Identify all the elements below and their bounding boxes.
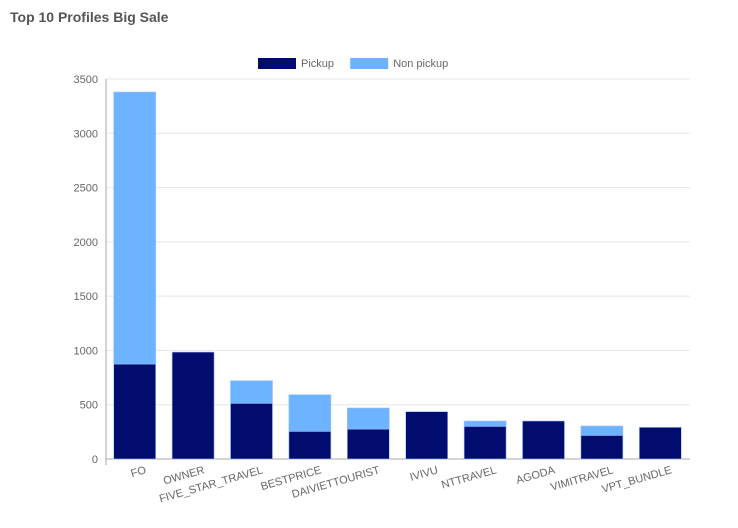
bar-non-pickup bbox=[346, 407, 390, 430]
bar-pickup bbox=[171, 351, 215, 460]
legend-swatch bbox=[350, 58, 389, 69]
legend-swatch bbox=[258, 58, 296, 69]
bar-non-pickup bbox=[230, 380, 273, 404]
x-tick-label: IVIVU bbox=[409, 464, 440, 483]
y-tick-label: 2000 bbox=[74, 237, 98, 249]
chart-title: Top 10 Profiles Big Sale bbox=[10, 9, 169, 25]
bar-non-pickup bbox=[580, 425, 624, 436]
bar-pickup bbox=[638, 426, 682, 460]
bar-non-pickup bbox=[463, 420, 507, 427]
bar-pickup bbox=[580, 435, 624, 460]
bar-pickup bbox=[405, 411, 449, 460]
y-tick-label: 500 bbox=[80, 400, 98, 412]
bar-pickup bbox=[230, 403, 273, 460]
x-tick-label: FO bbox=[130, 464, 148, 480]
bar-pickup bbox=[346, 428, 390, 460]
y-tick-label: 3500 bbox=[74, 74, 98, 86]
bar-non-pickup bbox=[288, 394, 332, 432]
bar-pickup bbox=[522, 420, 565, 460]
bar-pickup bbox=[113, 363, 156, 460]
bar-non-pickup bbox=[113, 91, 156, 365]
legend-label: Non pickup bbox=[393, 58, 448, 70]
bar-pickup bbox=[288, 431, 332, 460]
y-tick-label: 2500 bbox=[74, 183, 98, 195]
bar-pickup bbox=[463, 426, 507, 460]
y-tick-label: 0 bbox=[92, 454, 98, 466]
y-tick-label: 3000 bbox=[74, 128, 98, 140]
legend-label: Pickup bbox=[301, 58, 334, 70]
y-tick-label: 1500 bbox=[74, 291, 98, 303]
x-tick-label: NTTRAVEL bbox=[440, 464, 498, 491]
y-tick-label: 1000 bbox=[74, 345, 98, 357]
